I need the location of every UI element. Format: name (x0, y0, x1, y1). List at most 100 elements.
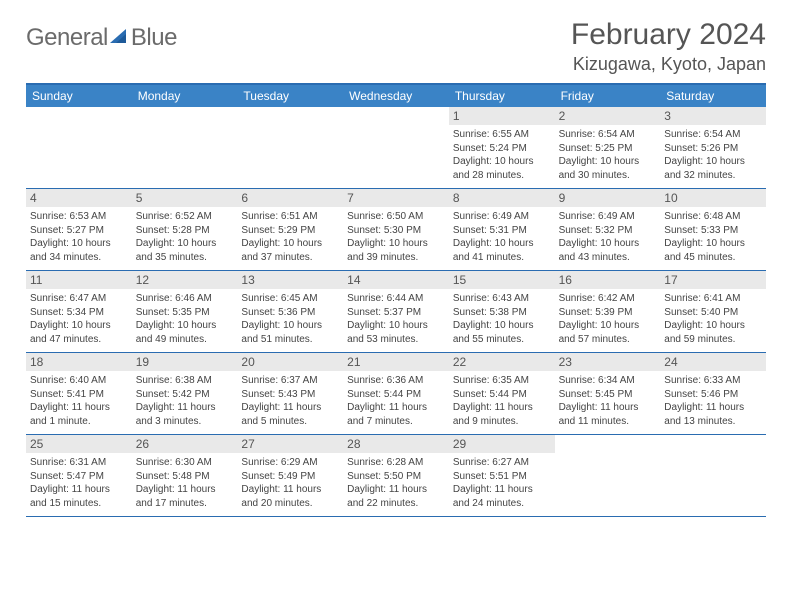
calendar-day: 7Sunrise: 6:50 AMSunset: 5:30 PMDaylight… (343, 189, 449, 270)
sunrise-text: Sunrise: 6:50 AM (347, 210, 445, 224)
sunrise-text: Sunrise: 6:51 AM (241, 210, 339, 224)
daylight-text: Daylight: 11 hours and 9 minutes. (453, 401, 551, 428)
logo-text-1: General (26, 24, 108, 52)
day-number: 20 (237, 353, 343, 371)
day-number: 24 (660, 353, 766, 371)
calendar-week-row: 4 Sunrise: 6:53 AMSunset: 5:27 PMDaylight… (26, 189, 766, 271)
day-info: Sunrise: 6:45 AMSunset: 5:36 PMDaylight:… (239, 292, 341, 346)
daylight-text: Daylight: 11 hours and 13 minutes. (664, 401, 762, 428)
calendar-week-row: 18 Sunrise: 6:40 AMSunset: 5:41 PMDayligh… (26, 353, 766, 435)
calendar-day: 6Sunrise: 6:51 AMSunset: 5:29 PMDaylight… (237, 189, 343, 270)
daylight-text: Daylight: 11 hours and 5 minutes. (241, 401, 339, 428)
calendar-day-empty (660, 435, 766, 516)
sunrise-text: Sunrise: 6:54 AM (559, 128, 657, 142)
day-number: 14 (343, 271, 449, 289)
day-info: Sunrise: 6:51 AMSunset: 5:29 PMDaylight:… (239, 210, 341, 264)
sunset-text: Sunset: 5:34 PM (30, 306, 128, 320)
sunset-text: Sunset: 5:31 PM (453, 224, 551, 238)
day-number: 21 (343, 353, 449, 371)
logo-text-2: Blue (131, 24, 177, 52)
sunrise-text: Sunrise: 6:43 AM (453, 292, 551, 306)
daylight-text: Daylight: 10 hours and 43 minutes. (559, 237, 657, 264)
calendar-day-empty (555, 435, 661, 516)
daylight-text: Daylight: 11 hours and 22 minutes. (347, 483, 445, 510)
day-info: Sunrise: 6:40 AMSunset: 5:41 PMDaylight:… (28, 374, 130, 428)
day-number: 1 (449, 107, 555, 125)
weekday-label: Friday (555, 85, 661, 107)
daylight-text: Daylight: 10 hours and 35 minutes. (136, 237, 234, 264)
day-number: 29 (449, 435, 555, 453)
day-number: 5 (132, 189, 238, 207)
sunrise-text: Sunrise: 6:46 AM (136, 292, 234, 306)
sunrise-text: Sunrise: 6:37 AM (241, 374, 339, 388)
daylight-text: Daylight: 10 hours and 57 minutes. (559, 319, 657, 346)
sunset-text: Sunset: 5:40 PM (664, 306, 762, 320)
day-info: Sunrise: 6:34 AMSunset: 5:45 PMDaylight:… (557, 374, 659, 428)
sunrise-text: Sunrise: 6:49 AM (559, 210, 657, 224)
daylight-text: Daylight: 11 hours and 7 minutes. (347, 401, 445, 428)
day-info: Sunrise: 6:53 AMSunset: 5:27 PMDaylight:… (28, 210, 130, 264)
sunrise-text: Sunrise: 6:41 AM (664, 292, 762, 306)
day-info: Sunrise: 6:42 AMSunset: 5:39 PMDaylight:… (557, 292, 659, 346)
sunset-text: Sunset: 5:44 PM (347, 388, 445, 402)
calendar-day: 9Sunrise: 6:49 AMSunset: 5:32 PMDaylight… (555, 189, 661, 270)
calendar-day: 27Sunrise: 6:29 AMSunset: 5:49 PMDayligh… (237, 435, 343, 516)
sunset-text: Sunset: 5:50 PM (347, 470, 445, 484)
calendar-day-empty (26, 107, 132, 188)
day-number: 18 (26, 353, 132, 371)
sunrise-text: Sunrise: 6:31 AM (30, 456, 128, 470)
calendar-day: 5Sunrise: 6:52 AMSunset: 5:28 PMDaylight… (132, 189, 238, 270)
sunrise-text: Sunrise: 6:42 AM (559, 292, 657, 306)
day-info: Sunrise: 6:35 AMSunset: 5:44 PMDaylight:… (451, 374, 553, 428)
logo: General Blue (26, 18, 177, 52)
sunrise-text: Sunrise: 6:54 AM (664, 128, 762, 142)
calendar-day-empty (237, 107, 343, 188)
sunset-text: Sunset: 5:35 PM (136, 306, 234, 320)
sunset-text: Sunset: 5:48 PM (136, 470, 234, 484)
sunset-text: Sunset: 5:27 PM (30, 224, 128, 238)
daylight-text: Daylight: 10 hours and 55 minutes. (453, 319, 551, 346)
sunrise-text: Sunrise: 6:34 AM (559, 374, 657, 388)
day-info: Sunrise: 6:54 AMSunset: 5:26 PMDaylight:… (662, 128, 764, 182)
sunset-text: Sunset: 5:44 PM (453, 388, 551, 402)
daylight-text: Daylight: 10 hours and 37 minutes. (241, 237, 339, 264)
calendar-day: 29 Sunrise: 6:27 AMSunset: 5:51 PMDayligh… (449, 435, 555, 516)
sunset-text: Sunset: 5:29 PM (241, 224, 339, 238)
calendar-day: 1Sunrise: 6:55 AMSunset: 5:24 PMDaylight… (449, 107, 555, 188)
day-number: 4 (26, 189, 132, 207)
sunrise-text: Sunrise: 6:40 AM (30, 374, 128, 388)
sunset-text: Sunset: 5:33 PM (664, 224, 762, 238)
day-number: 15 (449, 271, 555, 289)
weekday-label: Wednesday (343, 85, 449, 107)
day-number: 11 (26, 271, 132, 289)
calendar-weekday-header: SundayMondayTuesdayWednesdayThursdayFrid… (26, 85, 766, 107)
weekday-label: Sunday (26, 85, 132, 107)
day-number: 17 (660, 271, 766, 289)
triangle-icon (110, 24, 130, 52)
sunset-text: Sunset: 5:43 PM (241, 388, 339, 402)
day-info: Sunrise: 6:27 AMSunset: 5:51 PMDaylight:… (451, 456, 553, 510)
sunset-text: Sunset: 5:49 PM (241, 470, 339, 484)
daylight-text: Daylight: 10 hours and 32 minutes. (664, 155, 762, 182)
calendar-day: 25Sunrise: 6:31 AMSunset: 5:47 PMDayligh… (26, 435, 132, 516)
sunrise-text: Sunrise: 6:27 AM (453, 456, 551, 470)
calendar-week-row: 11Sunrise: 6:47 AMSunset: 5:34 PMDayligh… (26, 271, 766, 353)
daylight-text: Daylight: 11 hours and 3 minutes. (136, 401, 234, 428)
calendar-day: 26Sunrise: 6:30 AMSunset: 5:48 PMDayligh… (132, 435, 238, 516)
sunset-text: Sunset: 5:25 PM (559, 142, 657, 156)
day-number: 16 (555, 271, 661, 289)
calendar-day: 13Sunrise: 6:45 AMSunset: 5:36 PMDayligh… (237, 271, 343, 352)
weekday-label: Saturday (660, 85, 766, 107)
weekday-label: Tuesday (237, 85, 343, 107)
sunrise-text: Sunrise: 6:30 AM (136, 456, 234, 470)
daylight-text: Daylight: 10 hours and 28 minutes. (453, 155, 551, 182)
day-info: Sunrise: 6:48 AMSunset: 5:33 PMDaylight:… (662, 210, 764, 264)
sunset-text: Sunset: 5:45 PM (559, 388, 657, 402)
day-number: 19 (132, 353, 238, 371)
sunset-text: Sunset: 5:38 PM (453, 306, 551, 320)
calendar-day: 22Sunrise: 6:35 AMSunset: 5:44 PMDayligh… (449, 353, 555, 434)
day-info: Sunrise: 6:46 AMSunset: 5:35 PMDaylight:… (134, 292, 236, 346)
sunrise-text: Sunrise: 6:29 AM (241, 456, 339, 470)
calendar-day: 28Sunrise: 6:28 AMSunset: 5:50 PMDayligh… (343, 435, 449, 516)
weekday-label: Thursday (449, 85, 555, 107)
